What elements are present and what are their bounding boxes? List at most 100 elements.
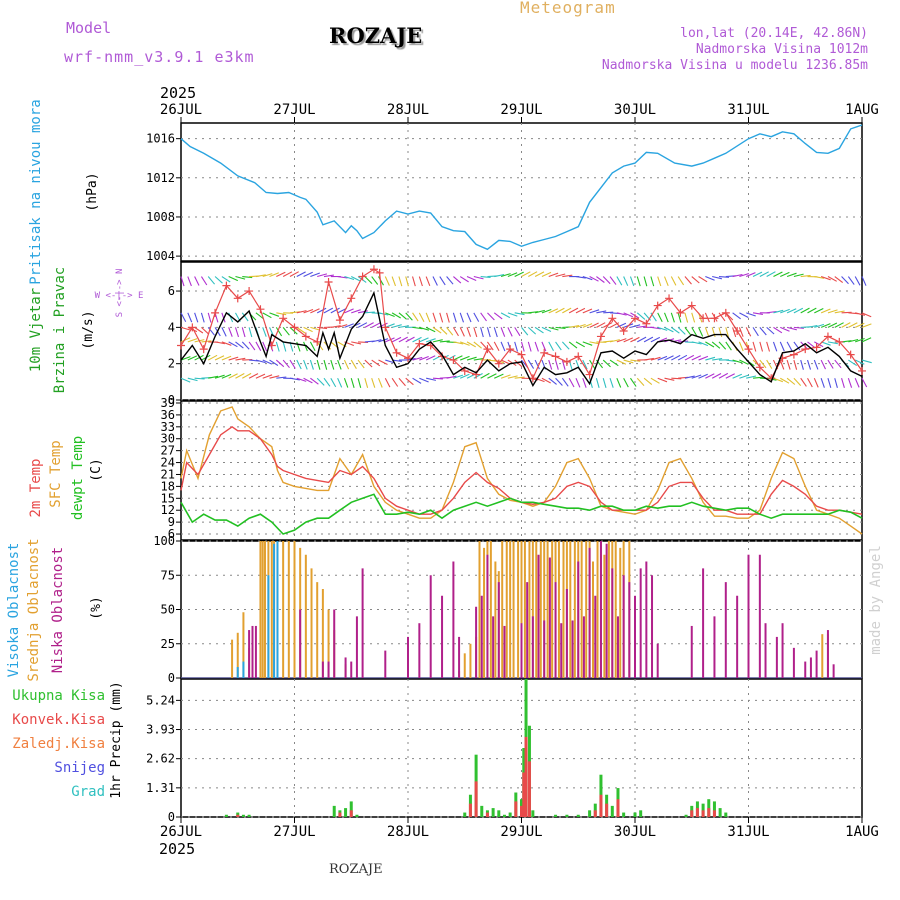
wind-vector xyxy=(207,354,218,361)
wind-vector xyxy=(317,273,328,278)
wind-vector xyxy=(800,274,811,278)
wind-vector xyxy=(228,327,233,337)
wind-vector xyxy=(234,327,240,338)
wind-vector xyxy=(371,339,382,343)
wind-vector xyxy=(643,276,648,287)
wind-vector xyxy=(371,359,381,367)
wind-vector xyxy=(187,377,198,382)
wind-vector xyxy=(194,276,200,286)
precip-legend-item: Zaledj.Kisa xyxy=(12,736,105,752)
wind-vector xyxy=(855,337,865,343)
wind-vector xyxy=(759,327,767,336)
gust-marker xyxy=(540,348,549,357)
wind-vector xyxy=(487,312,495,321)
wind-vector xyxy=(432,326,442,334)
year-label-top: 2025 xyxy=(160,84,196,102)
wind-vector xyxy=(677,312,682,323)
wind-vector xyxy=(677,326,686,335)
wind-vector xyxy=(854,276,861,286)
wind-vector xyxy=(616,312,627,316)
wind-vector xyxy=(582,308,593,314)
gust-marker xyxy=(528,374,537,383)
time-label-top: 27JUL xyxy=(273,102,315,118)
wind-vector xyxy=(473,327,478,338)
wind-vector xyxy=(841,322,851,328)
wind-vector xyxy=(643,377,653,386)
wind-vector xyxy=(500,327,506,337)
precip-bar-total xyxy=(502,814,506,817)
wind-vector xyxy=(534,309,545,314)
wind-vector xyxy=(814,341,824,348)
wind-vector xyxy=(684,312,689,323)
wind-vector xyxy=(772,341,778,352)
wind-vector xyxy=(262,374,273,379)
wind-vector xyxy=(752,271,763,278)
y-tick-label: 6 xyxy=(168,527,175,541)
wind-vector xyxy=(507,312,518,317)
wind-vector xyxy=(793,273,804,278)
wind-vector xyxy=(820,276,831,281)
wind-vector xyxy=(262,273,273,278)
wind-vector xyxy=(275,359,285,368)
wind-vector xyxy=(739,359,749,365)
wind-vector xyxy=(779,341,785,352)
wind-vector xyxy=(670,312,675,323)
wind-vector xyxy=(609,276,617,285)
wind-vector xyxy=(500,312,511,319)
wind-vector xyxy=(425,276,431,287)
precip-bar-convective xyxy=(468,803,472,817)
gust-marker xyxy=(823,332,832,341)
wind-vector xyxy=(310,272,320,278)
wind-vector xyxy=(466,341,476,348)
wind-vector xyxy=(412,312,419,322)
gust-marker xyxy=(188,323,197,332)
wind-vector xyxy=(486,327,491,338)
wind-vector xyxy=(786,272,797,278)
wind-vector xyxy=(357,310,368,314)
wind-vector xyxy=(854,322,865,328)
wind-vector xyxy=(814,275,825,279)
precip-legend-item: Ukupna Kisa xyxy=(12,688,105,704)
wind-vector xyxy=(527,359,535,369)
wind-vector xyxy=(541,271,552,278)
gust-marker xyxy=(177,341,185,350)
wind-vector xyxy=(596,322,606,328)
gust-marker xyxy=(631,314,639,323)
wind-vector xyxy=(848,322,858,328)
y-tick-label: 24 xyxy=(161,456,175,470)
y-tick-label: 50 xyxy=(161,603,175,617)
wind-vector xyxy=(201,326,210,335)
precip-bar-total xyxy=(531,810,535,817)
wind-vector xyxy=(786,377,796,385)
wind-vector xyxy=(296,326,306,334)
wind-subtitle: Brzina i Pravac xyxy=(52,267,68,393)
wind-vector xyxy=(738,341,744,352)
wind-vector xyxy=(473,373,483,379)
wind-vector xyxy=(296,377,307,382)
wind-vector xyxy=(459,327,465,337)
wind-vector xyxy=(364,311,375,314)
wind-vector xyxy=(657,377,668,383)
wind-vector xyxy=(378,322,388,328)
wind-vector xyxy=(718,341,727,350)
precip-legend-item: Snijeg xyxy=(54,760,105,776)
wind-vector xyxy=(861,276,867,286)
gust-marker xyxy=(256,305,265,314)
wind-vector xyxy=(262,359,273,365)
wind-vector xyxy=(221,373,232,379)
y-tick-label: 27 xyxy=(161,444,175,458)
wind-vector xyxy=(337,324,348,328)
wind-vector xyxy=(269,375,280,379)
gust-marker xyxy=(846,350,855,359)
wind-vector xyxy=(351,276,361,282)
wind-vector xyxy=(691,355,702,361)
wind-vector xyxy=(698,355,709,361)
wind-vector xyxy=(752,376,764,379)
precip-bar-total xyxy=(610,805,614,817)
wind-vector xyxy=(337,377,343,388)
wind-vector xyxy=(466,276,477,282)
wind-vector xyxy=(807,307,817,314)
y-tick-label: 1016 xyxy=(146,132,175,146)
wind-vector xyxy=(194,312,199,323)
wind-vector xyxy=(616,322,627,328)
